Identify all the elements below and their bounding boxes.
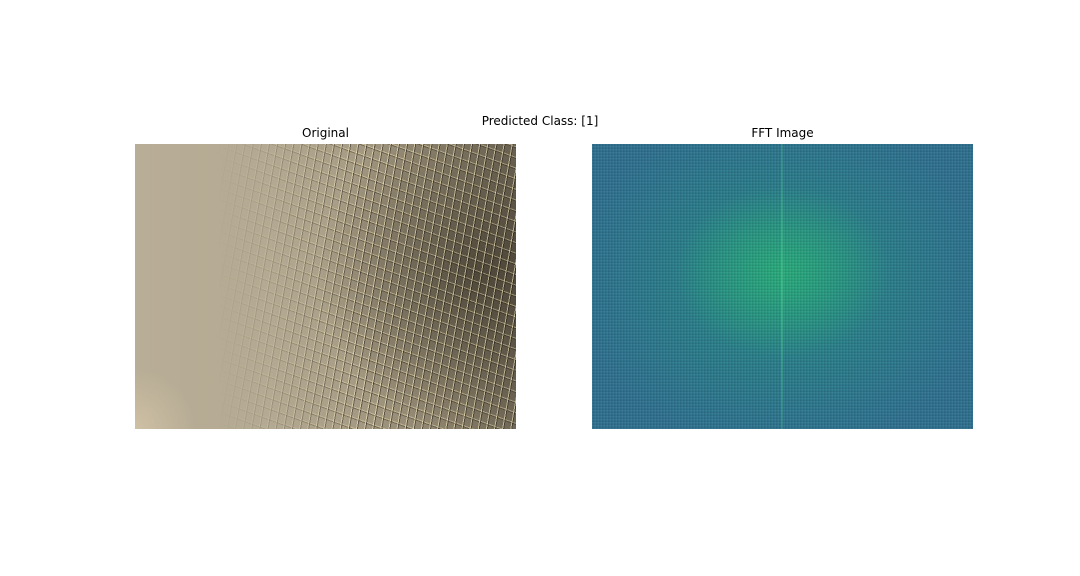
original-panel-title: Original: [302, 126, 349, 140]
original-image: [135, 144, 516, 429]
figure-suptitle: Predicted Class: [1]: [481, 114, 599, 128]
fft-image: [592, 144, 973, 429]
fft-panel-title: FFT Image: [751, 126, 814, 140]
